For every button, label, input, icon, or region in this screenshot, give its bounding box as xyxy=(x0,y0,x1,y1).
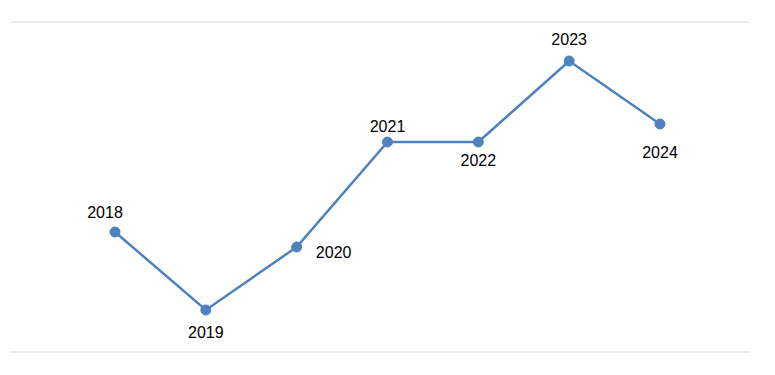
svg-text:2024: 2024 xyxy=(642,144,678,161)
svg-text:2019: 2019 xyxy=(188,324,224,341)
svg-text:2021: 2021 xyxy=(370,118,406,135)
svg-text:2020: 2020 xyxy=(316,244,352,261)
svg-text:2023: 2023 xyxy=(551,31,587,48)
svg-text:2018: 2018 xyxy=(87,204,123,221)
svg-text:2022: 2022 xyxy=(461,152,497,169)
